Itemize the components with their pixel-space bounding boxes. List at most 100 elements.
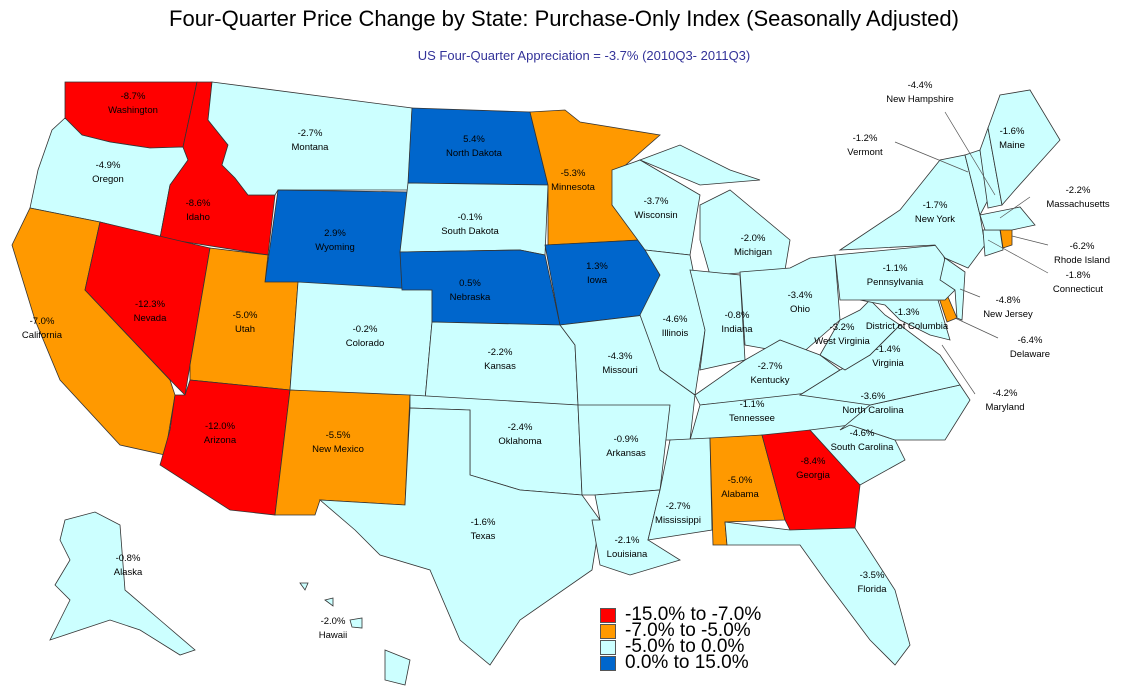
- state-value-south-dakota: -0.1%: [458, 212, 483, 223]
- state-name-west-virginia: West Virginia: [814, 336, 870, 347]
- state-name-ohio: Ohio: [790, 304, 810, 315]
- state-name-kansas: Kansas: [484, 361, 516, 372]
- state-name-connecticut: Connecticut: [1053, 284, 1104, 295]
- state-value-west-virginia: -3.2%: [830, 322, 855, 333]
- state-value-kentucky: -2.7%: [758, 361, 783, 372]
- state-name-nevada: Nevada: [134, 313, 167, 324]
- legend-label: -15.0% to -7.0%: [625, 604, 762, 625]
- state-alaska: [49, 511, 196, 656]
- state-pennsylvania: [834, 244, 956, 301]
- state-value-delaware: -6.4%: [1018, 335, 1043, 346]
- state-texas: [318, 407, 601, 666]
- state-south-carolina: [809, 424, 906, 486]
- leader-line-maryland: [941, 344, 976, 395]
- state-value-pennsylvania: -1.1%: [883, 263, 908, 274]
- state-value-kansas: -2.2%: [488, 347, 513, 358]
- legend-swatch: [600, 639, 616, 655]
- state-value-maine: -1.6%: [1000, 126, 1025, 137]
- state-value-georgia: -8.4%: [801, 456, 826, 467]
- map-subtitle: US Four-Quarter Appreciation = -3.7% (20…: [417, 48, 751, 63]
- legend: -15.0% to -7.0% -7.0% to -5.0% -5.0% to …: [600, 604, 762, 673]
- state-value-florida: -3.5%: [860, 570, 885, 581]
- state-value-colorado: -0.2%: [353, 324, 378, 335]
- state-value-hawaii: -2.0%: [321, 616, 346, 627]
- state-name-florida: Florida: [857, 584, 887, 595]
- legend-swatch: [600, 623, 616, 639]
- state-value-north-carolina: -3.6%: [861, 391, 886, 402]
- state-value-arkansas: -0.9%: [614, 434, 639, 445]
- state-massachusetts: [979, 206, 1036, 231]
- state-name-massachusetts: Massachusetts: [1046, 199, 1110, 210]
- state-name-delaware: Delaware: [1010, 349, 1050, 360]
- state-west-virginia: [819, 299, 901, 371]
- state-name-tennessee: Tennessee: [729, 413, 775, 424]
- state-name-virginia: Virginia: [872, 358, 904, 369]
- state-name-new-jersey: New Jersey: [983, 309, 1033, 320]
- state-value-wyoming: 2.9%: [324, 228, 346, 239]
- state-name-missouri: Missouri: [602, 365, 637, 376]
- map-title: Four-Quarter Price Change by State: Purc…: [169, 6, 959, 31]
- state-indiana: [689, 269, 746, 371]
- state-name-colorado: Colorado: [346, 338, 385, 349]
- leader-line-connecticut: [987, 239, 1049, 274]
- state-value-nevada: -12.3%: [135, 299, 166, 310]
- state-name-oregon: Oregon: [92, 174, 124, 185]
- legend-label: 0.0% to 15.0%: [625, 652, 749, 673]
- state-name-new-hampshire: New Hampshire: [886, 94, 954, 105]
- leader-line-rhode-island: [1011, 235, 1049, 246]
- state-value-vermont: -1.2%: [853, 133, 878, 144]
- state-name-arizona: Arizona: [204, 435, 237, 446]
- state-wyoming: [264, 189, 409, 291]
- state-value-missouri: -4.3%: [608, 351, 633, 362]
- state-name-texas: Texas: [471, 531, 496, 542]
- state-name-wyoming: Wyoming: [315, 242, 355, 253]
- state-name-district-of-columbia: District of Columbia: [866, 321, 949, 332]
- state-name-south-dakota: South Dakota: [441, 226, 499, 237]
- state-value-texas: -1.6%: [471, 517, 496, 528]
- legend-item-cyan: -5.0% to 0.0%: [600, 636, 761, 657]
- legend-swatch: [600, 655, 616, 671]
- legend-item-blue: 0.0% to 15.0%: [600, 652, 761, 673]
- state-value-illinois: -4.6%: [663, 314, 688, 325]
- state-name-louisiana: Louisiana: [607, 549, 648, 560]
- legend-label: -7.0% to -5.0%: [625, 620, 751, 641]
- state-name-oklahoma: Oklahoma: [498, 436, 542, 447]
- state-name-nebraska: Nebraska: [450, 292, 491, 303]
- state-value-virginia: -1.4%: [876, 344, 901, 355]
- state-name-georgia: Georgia: [796, 470, 831, 481]
- state-name-iowa: Iowa: [587, 275, 608, 286]
- state-value-alaska: -0.8%: [116, 553, 141, 564]
- state-north-dakota: [407, 107, 549, 186]
- state-name-minnesota: Minnesota: [551, 182, 596, 193]
- state-name-south-carolina: South Carolina: [831, 442, 895, 453]
- state-value-oregon: -4.9%: [96, 160, 121, 171]
- state-name-north-carolina: North Carolina: [842, 405, 904, 416]
- state-value-mississippi: -2.7%: [666, 501, 691, 512]
- state-value-north-dakota: 5.4%: [463, 134, 485, 145]
- state-value-washington: -8.7%: [121, 91, 146, 102]
- state-name-pennsylvania: Pennsylvania: [867, 277, 924, 288]
- state-value-new-hampshire: -4.4%: [908, 80, 933, 91]
- state-illinois: [639, 249, 706, 396]
- state-arizona: [159, 379, 291, 516]
- state-value-indiana: -0.8%: [725, 310, 750, 321]
- state-name-washington: Washington: [108, 105, 158, 116]
- state-value-minnesota: -5.3%: [561, 168, 586, 179]
- state-name-indiana: Indiana: [721, 324, 753, 335]
- state-value-south-carolina: -4.6%: [850, 428, 875, 439]
- state-value-utah: -5.0%: [233, 310, 258, 321]
- state-new-york: [838, 154, 986, 269]
- state-hawaii: [299, 582, 309, 591]
- state-value-new-mexico: -5.5%: [326, 430, 351, 441]
- state-name-california: California: [22, 330, 63, 341]
- state-value-wisconsin: -3.7%: [644, 196, 669, 207]
- state-name-vermont: Vermont: [847, 147, 883, 158]
- legend-label: -5.0% to 0.0%: [625, 636, 745, 657]
- legend-item-red: -15.0% to -7.0%: [600, 604, 762, 625]
- state-new-jersey: [939, 257, 966, 321]
- legend-swatch: [600, 607, 616, 623]
- state-value-arizona: -12.0%: [205, 421, 236, 432]
- state-value-michigan: -2.0%: [741, 233, 766, 244]
- state-michigan-upper: [638, 144, 761, 186]
